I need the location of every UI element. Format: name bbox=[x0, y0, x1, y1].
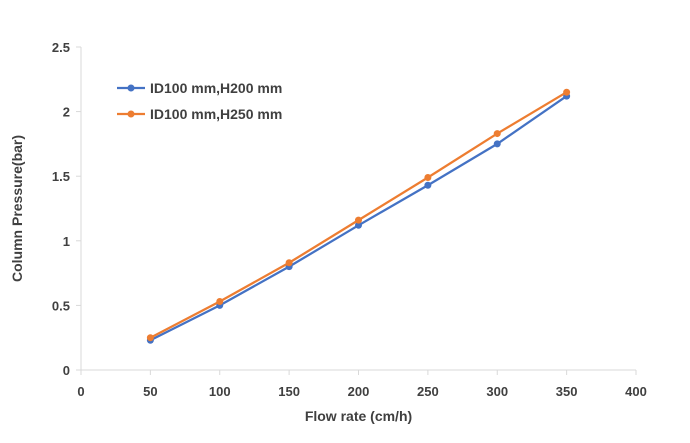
x-tick-label: 0 bbox=[77, 384, 84, 399]
series-line bbox=[149, 91, 568, 339]
legend-label: ID100 mm,H250 mm bbox=[150, 106, 282, 122]
x-tick-label: 150 bbox=[278, 384, 300, 399]
legend-item-2: ID100 mm,H250 mm bbox=[117, 106, 282, 122]
data-point bbox=[355, 216, 362, 224]
data-point bbox=[493, 130, 501, 138]
x-tick-label: 400 bbox=[625, 384, 647, 399]
plot-series bbox=[146, 88, 571, 344]
y-tick-label: 0.5 bbox=[52, 298, 70, 313]
data-point bbox=[216, 298, 224, 306]
x-tick-label: 100 bbox=[209, 384, 231, 399]
data-point bbox=[563, 88, 571, 96]
x-tick-label: 350 bbox=[556, 384, 578, 399]
x-tick-label: 300 bbox=[486, 384, 508, 399]
data-point bbox=[355, 221, 362, 229]
data-point bbox=[146, 334, 154, 342]
data-point bbox=[424, 181, 432, 189]
y-axis-title: Column Pressure(bar) bbox=[9, 135, 25, 282]
data-point bbox=[285, 259, 293, 267]
y-tick-label: 2 bbox=[63, 105, 70, 120]
y-tick-label: 1.5 bbox=[52, 169, 70, 184]
x-tick-label: 250 bbox=[417, 384, 439, 399]
legend-marker bbox=[127, 110, 135, 118]
y-tick-label: 0 bbox=[63, 363, 70, 378]
x-tick-label: 50 bbox=[143, 384, 157, 399]
series-2 bbox=[146, 88, 571, 342]
legend-label: ID100 mm,H200 mm bbox=[150, 80, 282, 96]
legend-item-1: ID100 mm,H200 mm bbox=[117, 80, 282, 96]
y-tick-label: 1 bbox=[63, 234, 70, 249]
data-point bbox=[424, 173, 432, 181]
x-axis-title: Flow rate (cm/h) bbox=[305, 408, 412, 424]
legend: ID100 mm,H200 mm ID100 mm,H250 mm bbox=[117, 80, 282, 122]
data-point bbox=[493, 140, 501, 148]
x-tick-label: 200 bbox=[348, 384, 370, 399]
legend-marker bbox=[127, 84, 135, 92]
y-tick-label: 2.5 bbox=[52, 40, 70, 55]
axes: 0 0.5 1 1.5 2 2.5 0 50 100 150 200 250 300 350 400 bbox=[52, 40, 647, 399]
